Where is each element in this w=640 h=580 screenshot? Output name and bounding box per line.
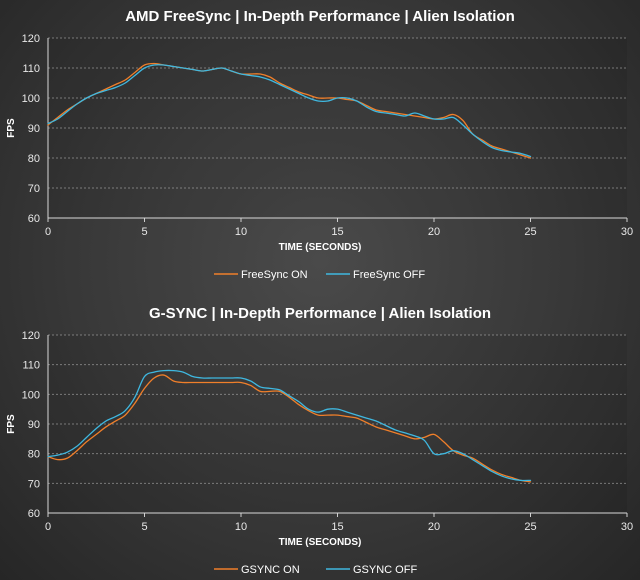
y-tick-label: 110 bbox=[22, 360, 40, 372]
y-tick-label: 120 bbox=[22, 33, 40, 45]
x-tick-label: 10 bbox=[235, 521, 247, 533]
x-tick-label: 25 bbox=[524, 521, 536, 533]
x-tick-label: 0 bbox=[45, 521, 51, 533]
y-tick-label: 70 bbox=[28, 183, 40, 195]
x-axis-label: TIME (SECONDS) bbox=[279, 242, 362, 253]
y-tick-label: 60 bbox=[28, 508, 40, 520]
chart-title: AMD FreeSync | In-Depth Performance | Al… bbox=[125, 8, 515, 25]
y-tick-label: 100 bbox=[22, 93, 40, 105]
series-line-off bbox=[47, 369, 532, 482]
y-tick-label: 90 bbox=[28, 123, 40, 135]
y-tick-label: 120 bbox=[22, 330, 40, 342]
x-axis-label: TIME (SECONDS) bbox=[279, 537, 362, 548]
y-tick-label: 60 bbox=[28, 213, 40, 225]
x-tick-label: 0 bbox=[45, 226, 51, 238]
y-tick-label: 70 bbox=[28, 478, 40, 490]
x-tick-label: 30 bbox=[621, 226, 633, 238]
y-axis-label: FPS bbox=[6, 118, 17, 138]
x-tick-label: 30 bbox=[621, 521, 633, 533]
chart-2: G-SYNC | In-Depth Performance | Alien Is… bbox=[6, 305, 633, 576]
chart-title: G-SYNC | In-Depth Performance | Alien Is… bbox=[149, 305, 491, 322]
x-tick-label: 5 bbox=[141, 226, 147, 238]
x-tick-label: 20 bbox=[428, 226, 440, 238]
y-tick-label: 90 bbox=[28, 419, 40, 431]
series-line-on bbox=[47, 374, 532, 483]
y-tick-label: 110 bbox=[22, 63, 40, 75]
x-tick-label: 10 bbox=[235, 226, 247, 238]
y-tick-label: 80 bbox=[28, 153, 40, 165]
y-tick-label: 80 bbox=[28, 449, 40, 461]
x-tick-label: 20 bbox=[428, 521, 440, 533]
x-tick-label: 15 bbox=[331, 226, 343, 238]
series-line-on bbox=[47, 62, 532, 159]
legend-label: GSYNC OFF bbox=[353, 564, 417, 576]
x-tick-label: 5 bbox=[141, 521, 147, 533]
legend-label: FreeSync ON bbox=[241, 269, 308, 281]
y-tick-label: 100 bbox=[22, 389, 40, 401]
series-line-off bbox=[47, 64, 532, 158]
legend-label: GSYNC ON bbox=[241, 564, 300, 576]
chart-1: AMD FreeSync | In-Depth Performance | Al… bbox=[6, 8, 633, 281]
y-axis-label: FPS bbox=[6, 414, 17, 434]
legend-label: FreeSync OFF bbox=[353, 269, 425, 281]
x-tick-label: 15 bbox=[331, 521, 343, 533]
x-tick-label: 25 bbox=[524, 226, 536, 238]
